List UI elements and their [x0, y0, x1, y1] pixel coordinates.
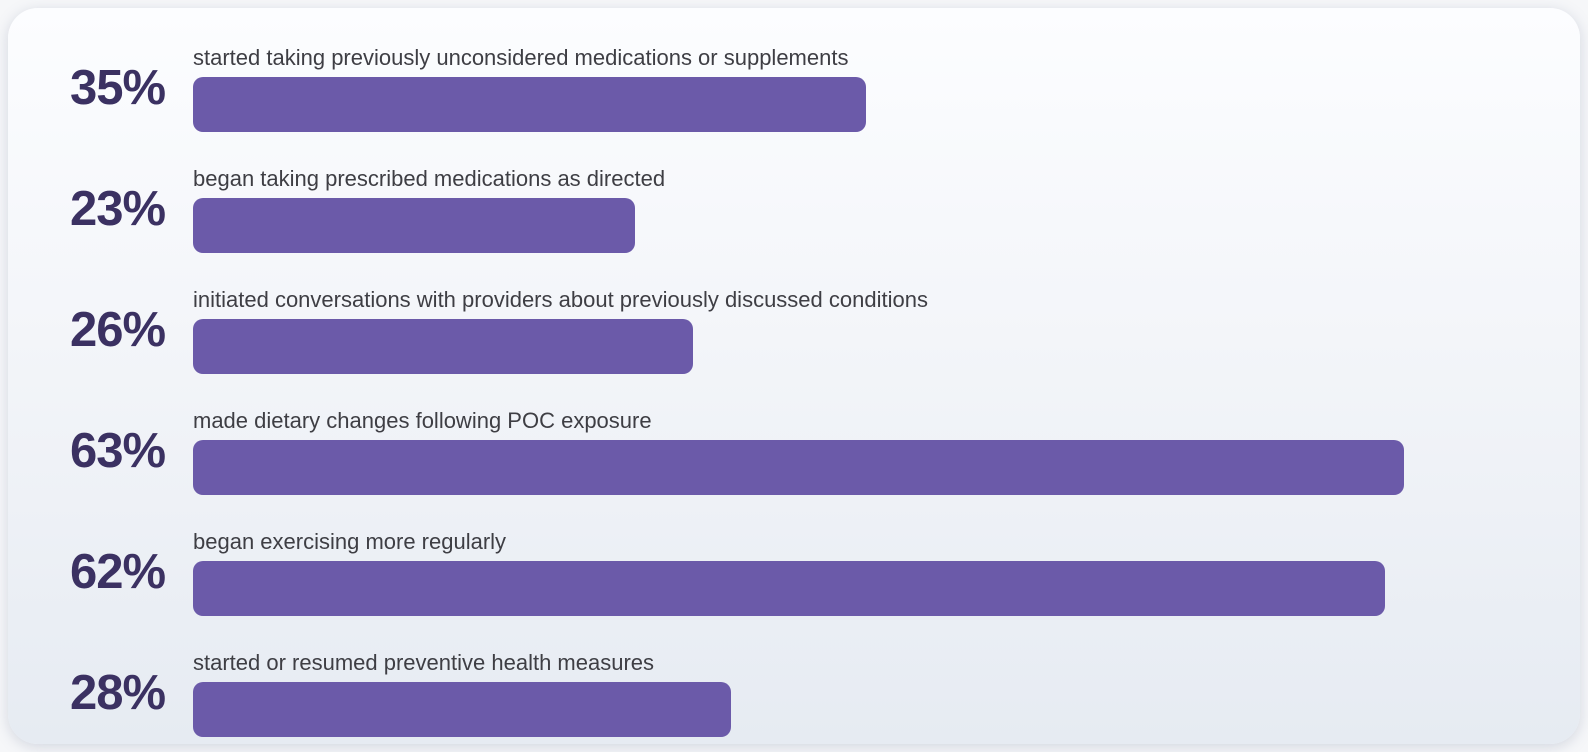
bar-label: started or resumed preventive health mea…	[193, 650, 655, 675]
bar-area: initiated conversations with providers a…	[193, 286, 1558, 374]
bar-row: 35% started taking previously unconsider…	[70, 44, 1558, 132]
bar-area: began exercising more regularly	[193, 528, 1558, 616]
percent-value: 28%	[70, 665, 166, 720]
bar-label: began taking prescribed medications as d…	[193, 166, 666, 191]
percent-value: 62%	[70, 544, 166, 599]
percent-value: 63%	[70, 423, 166, 478]
percent-value: 23%	[70, 181, 166, 236]
bar-label: made dietary changes following POC expos…	[193, 408, 652, 433]
bar	[193, 319, 693, 374]
bar-row: 23% began taking prescribed medications …	[70, 165, 1558, 253]
bar	[193, 440, 1405, 495]
bar-area: began taking prescribed medications as d…	[193, 165, 1558, 253]
bar-label: initiated conversations with providers a…	[193, 287, 928, 312]
bar-area: started or resumed preventive health mea…	[193, 649, 1558, 737]
bar-track	[193, 198, 1558, 253]
bar-row: 63% made dietary changes following POC e…	[70, 407, 1558, 495]
bar-track	[193, 440, 1558, 495]
bar-area: made dietary changes following POC expos…	[193, 407, 1558, 495]
bar-label: started taking previously unconsidered m…	[193, 45, 849, 70]
bar-row: 62% began exercising more regularly	[70, 528, 1558, 616]
bar	[193, 77, 866, 132]
bar-track	[193, 682, 1558, 737]
bar-label: began exercising more regularly	[193, 529, 507, 554]
bar-track	[193, 77, 1558, 132]
percent-value: 26%	[70, 302, 166, 357]
bar-track	[193, 561, 1558, 616]
bar-area: started taking previously unconsidered m…	[193, 44, 1558, 132]
chart-card: 35% started taking previously unconsider…	[8, 8, 1580, 744]
bar	[193, 198, 636, 253]
bar	[193, 682, 732, 737]
bar-row: 26% initiated conversations with provide…	[70, 286, 1558, 374]
percent-value: 35%	[70, 60, 166, 115]
bar-track	[193, 319, 1558, 374]
bar	[193, 561, 1385, 616]
bar-row: 28% started or resumed preventive health…	[70, 649, 1558, 737]
